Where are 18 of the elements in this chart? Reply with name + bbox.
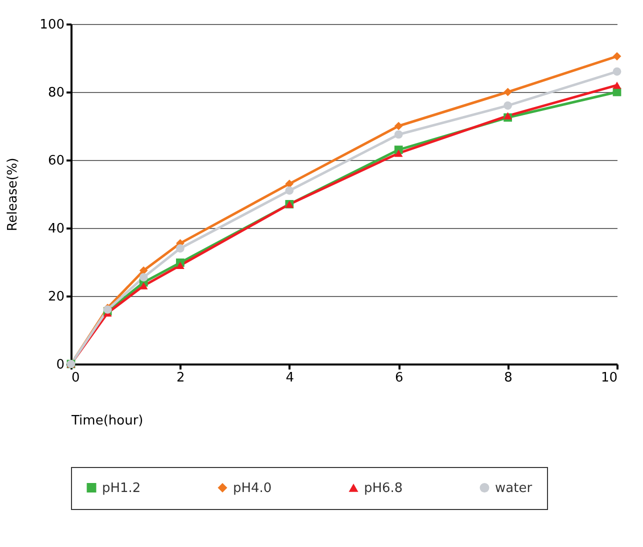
x-tick-label: 4 (286, 370, 294, 386)
y-tick-label: 60 (48, 154, 64, 168)
legend-label: water (495, 480, 533, 496)
y-tick-label: 80 (48, 86, 64, 100)
legend-label: pH1.2 (102, 480, 141, 496)
x-tick-label: 10 (600, 370, 618, 386)
y-tick-label: 20 (48, 290, 64, 304)
legend-label: pH6.8 (364, 480, 403, 496)
y-tick-label: 0 (56, 358, 64, 372)
y-tick-label: 100 (40, 18, 64, 32)
y-axis-title: Release(%) (6, 158, 21, 232)
x-tick-label: 8 (504, 370, 512, 386)
legend-label: pH4.0 (233, 480, 272, 496)
x-tick-label: 2 (176, 370, 185, 386)
x-tick-label: 6 (394, 370, 404, 386)
x-tick-label: 0 (72, 370, 80, 386)
y-tick-label: 40 (48, 222, 64, 236)
x-axis-title: Time(hour) (70, 414, 144, 428)
